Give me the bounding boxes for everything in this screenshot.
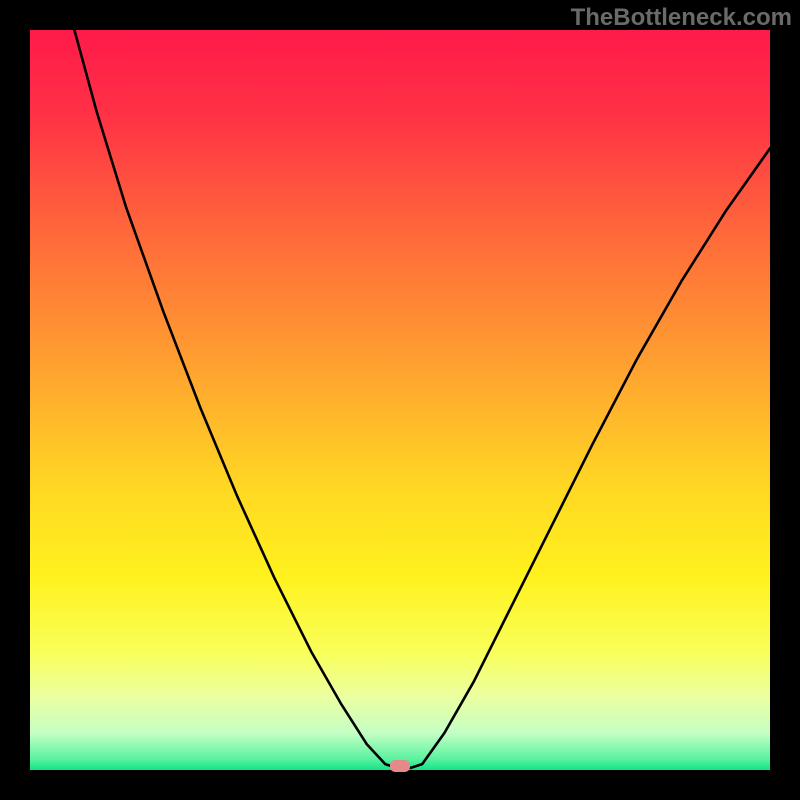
chart-container: TheBottleneck.com	[0, 0, 800, 800]
watermark-text: TheBottleneck.com	[571, 4, 792, 32]
curve-path	[74, 30, 770, 768]
bottleneck-curve	[30, 30, 770, 770]
highlight-marker	[390, 760, 410, 772]
plot-area	[30, 30, 770, 770]
